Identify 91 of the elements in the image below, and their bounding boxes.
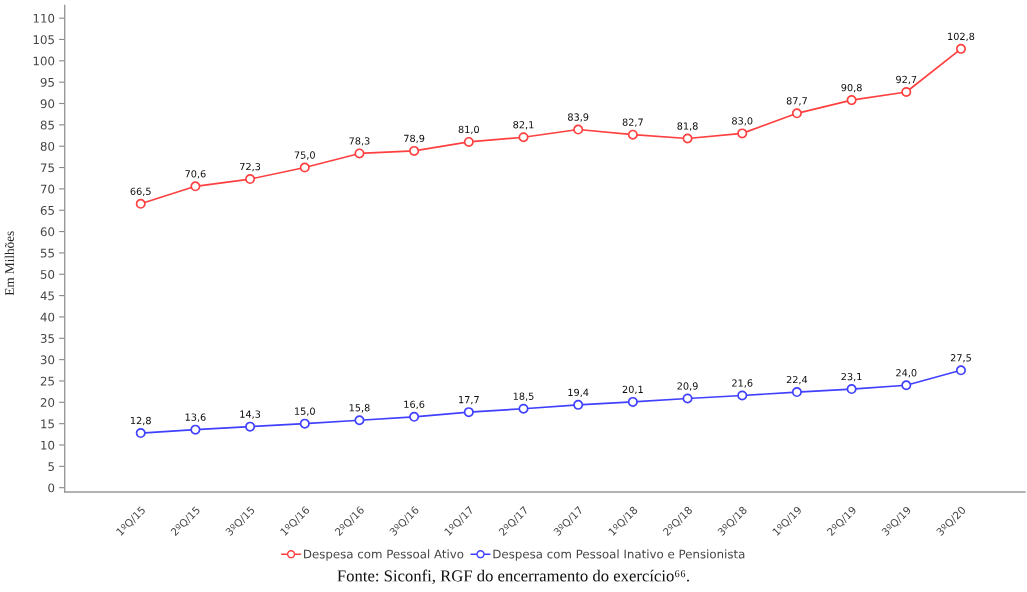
y-tick-label: 50 [40,269,55,279]
y-tick-label: 45 [40,291,54,301]
point [901,86,912,97]
point [354,415,365,426]
point [573,399,584,410]
y-tick-label: 85 [40,120,54,130]
data-label: 92,7 [896,75,917,85]
y-tick-label: 0 [48,483,55,493]
data-label: 66,5 [130,187,151,196]
point [627,129,638,140]
point [463,407,474,418]
point [135,198,146,209]
point [299,418,310,429]
y-tick-label: 10 [41,440,55,450]
y-tick-label: 75 [40,163,54,173]
data-label: 20,9 [677,382,698,391]
data-label: 17,7 [459,396,479,405]
y-tick-label: 70 [40,184,55,194]
point [791,108,802,119]
data-label: 21,6 [732,379,753,388]
data-label: 23,1 [841,372,862,382]
data-label: 19,4 [568,388,589,398]
point [737,390,748,401]
y-tick-label: 40 [40,312,55,322]
point [846,95,857,106]
data-label: 24,0 [896,369,917,378]
y-tick-label: 30 [40,355,55,365]
point [299,162,310,173]
data-label: 70,6 [185,170,206,179]
y-tick-label: 90 [40,99,55,109]
y-tick-label: 60 [40,227,55,237]
point [627,396,638,407]
point [354,148,365,159]
point [190,181,201,192]
data-label: 87,7 [786,97,807,106]
data-label: 83,9 [568,113,589,122]
data-label: 18,5 [513,392,534,401]
data-label: 27,5 [950,354,971,363]
data-label: 14,3 [240,410,261,419]
point [409,145,420,156]
data-label: 75,0 [294,151,315,160]
y-tick-label: 20 [40,398,55,407]
point [682,133,693,144]
point [846,384,857,395]
point [682,393,693,404]
y-tick-label: 25 [40,376,54,386]
legend-label: Despesa com Pessoal Ativo [304,549,464,561]
y-tick-label: 110 [33,13,55,23]
point [245,421,256,432]
point [573,124,584,135]
y-tick-label: 55 [40,248,54,258]
y-tick-label: 5 [48,462,54,471]
point [463,136,474,147]
data-label: 78,3 [349,137,370,146]
legend-label: Despesa com Pessoal Inativo e Pensionista [493,549,745,561]
data-label: 82,7 [622,118,643,127]
data-label: 16,6 [404,400,425,409]
y-tick-label: 105 [33,35,54,45]
data-label: 83,0 [732,117,753,126]
data-label: 13,6 [185,413,206,422]
data-label: 102,8 [948,32,975,42]
data-label: 81,0 [458,125,479,135]
y-tick-label: 100 [33,56,55,66]
data-label: 72,3 [240,162,261,172]
point [190,424,201,435]
data-label: 78,9 [404,134,425,144]
data-label: 15,8 [349,404,370,413]
point [409,411,420,422]
point [245,174,256,185]
point [518,132,529,143]
point [737,128,748,139]
y-tick-label: 35 [40,334,54,343]
y-tick-label: 80 [40,141,55,151]
y-tick-label: 65 [40,205,54,215]
y-tick-label: 95 [40,77,54,87]
data-label: 22,4 [786,375,808,385]
data-label: 90,8 [841,83,862,93]
source-note: Fonte: Siconfi, RGF do encerramento do exercício⁶⁶. [337,569,689,584]
y-axis-title: Em Milhões [4,231,15,296]
point [955,365,966,376]
data-label: 82,1 [513,121,534,130]
data-label: 15,0 [295,407,315,416]
data-label: 12,8 [130,416,151,426]
point [901,380,912,391]
y-tick-label: 15 [41,419,54,429]
point [135,428,146,439]
point [791,387,802,398]
point [518,403,529,414]
data-label: 20,1 [622,385,643,395]
point [955,43,966,54]
data-label: 81,8 [677,122,698,131]
